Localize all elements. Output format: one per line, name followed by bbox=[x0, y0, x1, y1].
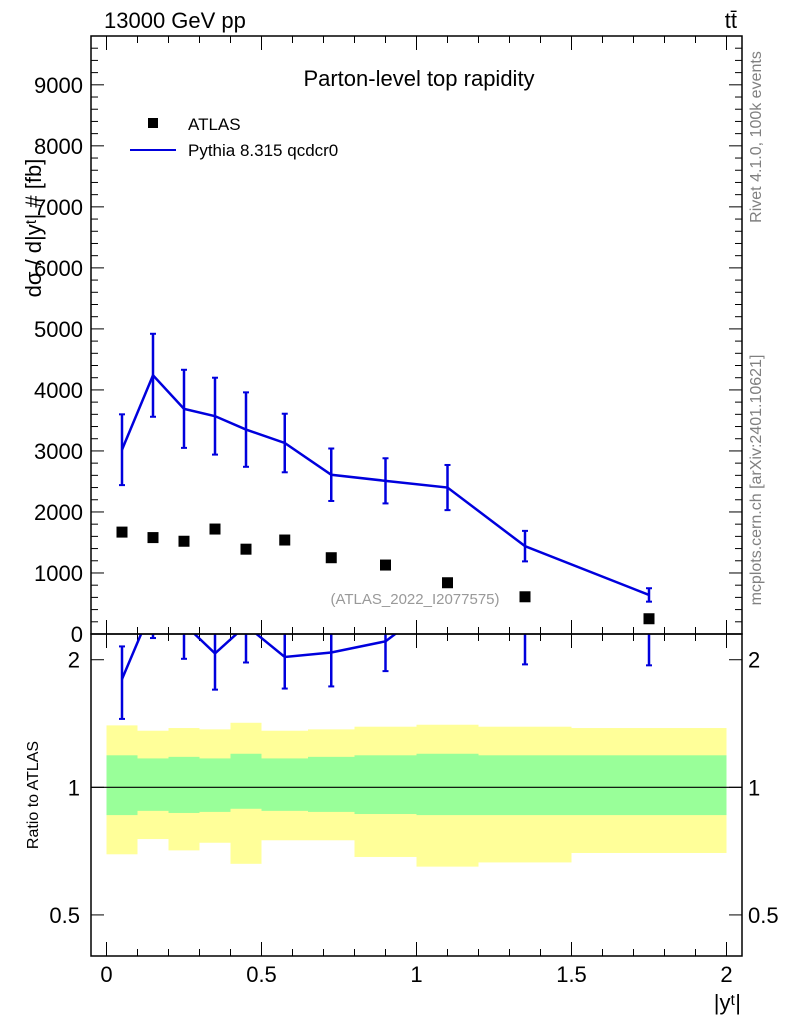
x-tick-label: 0 bbox=[100, 962, 112, 987]
y-tick-label: 2000 bbox=[34, 500, 83, 525]
ratio-uncertainty-bands bbox=[91, 722, 742, 867]
inner-band-bin bbox=[106, 755, 138, 816]
y-tick-label: 1000 bbox=[34, 561, 83, 586]
chart-title: Parton-level top rapidity bbox=[303, 66, 534, 91]
atlas-data-point bbox=[519, 591, 531, 603]
atlas-data-point bbox=[442, 577, 453, 589]
inner-band-bin bbox=[199, 758, 231, 812]
legend-atlas-label: ATLAS bbox=[188, 115, 241, 134]
upper-data bbox=[116, 332, 655, 625]
inner-band-bin bbox=[354, 755, 417, 815]
lower-panel: 0.5 0.5 1 1 2 2 0 0.5 1 1.5 2 Ratio to ATLAS |yᵗ| bbox=[25, 633, 779, 1015]
inner-band-bin bbox=[137, 758, 169, 811]
energy-label: 13000 GeV pp bbox=[104, 8, 246, 33]
ratio-tick-label-left: 1 bbox=[68, 775, 80, 800]
x-tick-label: 0.5 bbox=[246, 962, 277, 987]
source-annotation: (ATLAS_2022_I2077575) bbox=[330, 591, 499, 608]
lower-ticks: 0.5 0.5 1 1 2 2 0 0.5 1 1.5 2 bbox=[49, 634, 779, 987]
inner-band-bin bbox=[230, 753, 262, 809]
legend-atlas-marker bbox=[148, 118, 158, 128]
inner-band-bin bbox=[478, 755, 572, 816]
y-tick-label: 4000 bbox=[34, 378, 83, 403]
x-axis-title: |yᵗ| bbox=[714, 990, 741, 1015]
ratio-tick-label-right: 0.5 bbox=[748, 903, 779, 928]
mcplots-label: mcplots.cern.ch [arXiv:2401.10621] bbox=[748, 355, 765, 606]
inner-band-bin bbox=[571, 755, 727, 816]
x-tick-label: 2 bbox=[720, 962, 732, 987]
y-tick-label: 0 bbox=[71, 622, 83, 647]
y-axis-title: dσ / d|yᵗ| # [fb] bbox=[21, 159, 46, 298]
upper-panel: 0 1000 2000 3000 4000 5000 6000 7000 8000 9000 Pa… bbox=[21, 35, 743, 647]
y-tick-label: 7000 bbox=[34, 195, 83, 220]
lower-frame bbox=[90, 633, 743, 957]
atlas-data-point bbox=[380, 559, 391, 571]
atlas-data-point bbox=[178, 535, 190, 547]
ratio-axis-title: Ratio to ATLAS bbox=[25, 741, 42, 849]
ratio-tick-label-right: 1 bbox=[748, 775, 760, 800]
ratio-tick-label-right: 2 bbox=[748, 648, 760, 673]
inner-band-bin bbox=[261, 758, 308, 811]
atlas-data-point bbox=[279, 534, 291, 546]
legend-pythia-label: Pythia 8.315 qcdcr0 bbox=[188, 141, 338, 160]
rivet-label: Rivet 4.1.0, 100k events bbox=[748, 51, 765, 223]
atlas-data-point bbox=[643, 613, 655, 625]
y-tick-label: 8000 bbox=[34, 134, 83, 159]
lower-data bbox=[119, 634, 652, 720]
y-tick-label: 9000 bbox=[34, 73, 83, 98]
y-tick-label: 3000 bbox=[34, 439, 83, 464]
inner-band-bin bbox=[416, 753, 479, 816]
atlas-data-point bbox=[240, 543, 252, 555]
inner-band-bin bbox=[308, 756, 355, 812]
upper-ticks: 0 1000 2000 3000 4000 5000 6000 7000 8000 9000 bbox=[34, 35, 742, 647]
atlas-data-point bbox=[325, 552, 337, 564]
ratio-tick-label-left: 0.5 bbox=[49, 903, 80, 928]
atlas-data-point bbox=[147, 532, 159, 544]
x-tick-label: 1 bbox=[410, 962, 422, 987]
ratio-tick-label-left: 2 bbox=[68, 648, 80, 673]
x-tick-label: 1.5 bbox=[556, 962, 587, 987]
atlas-data-point bbox=[209, 523, 221, 535]
y-tick-label: 6000 bbox=[34, 256, 83, 281]
y-tick-label: 5000 bbox=[34, 317, 83, 342]
process-label: tt̄ bbox=[725, 8, 737, 33]
inner-band-bin bbox=[168, 756, 200, 813]
atlas-data-point bbox=[116, 526, 128, 538]
legend: ATLAS Pythia 8.315 qcdcr0 bbox=[130, 115, 338, 160]
